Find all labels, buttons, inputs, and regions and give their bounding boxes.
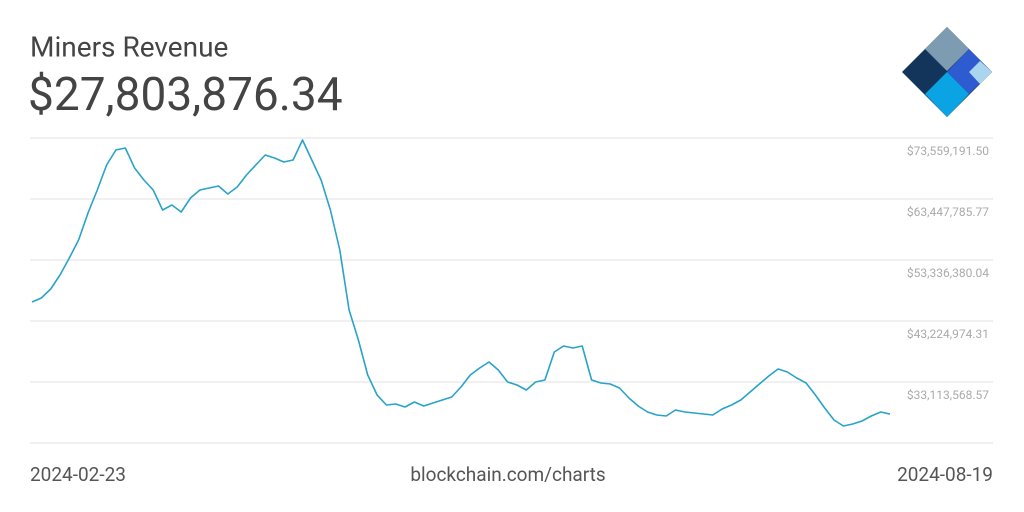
- data-line: [31, 139, 891, 427]
- y-tick-label: $53,336,380.04: [907, 266, 989, 280]
- current-value: $27,803,876.34: [28, 68, 343, 122]
- chart-title: Miners Revenue: [30, 30, 228, 63]
- x-tick-label: 2024-08-19: [897, 463, 993, 486]
- logo: [902, 27, 992, 117]
- y-tick-label: $73,559,191.50: [907, 144, 989, 158]
- y-tick-label: $63,447,785.77: [907, 205, 989, 219]
- y-tick-label: $33,113,568.57: [907, 388, 989, 402]
- x-tick-label: 2024-02-23: [30, 463, 126, 486]
- y-tick-label: $43,224,974.31: [907, 327, 989, 341]
- source: blockchain.com/charts: [410, 463, 605, 486]
